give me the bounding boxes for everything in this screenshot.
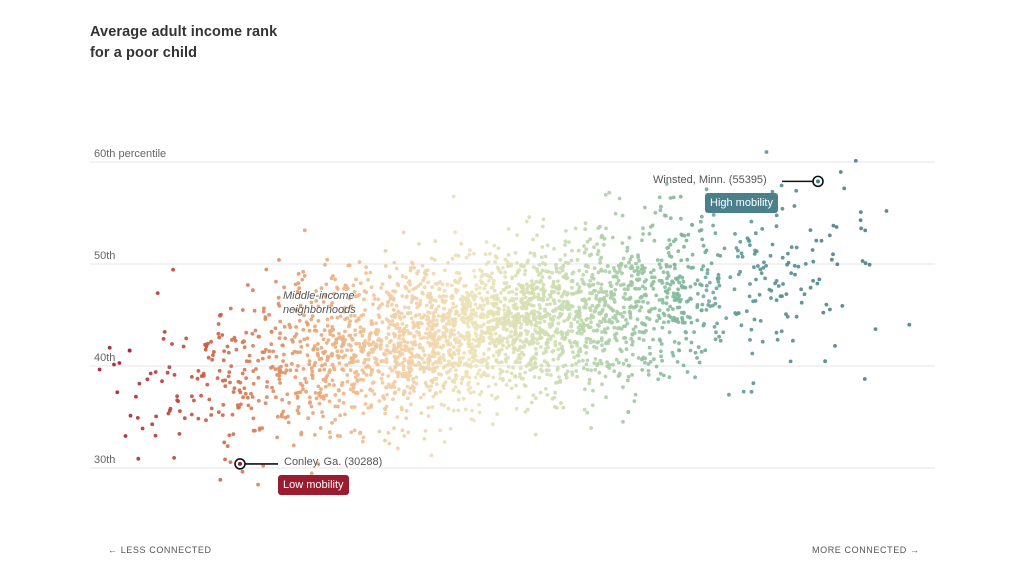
y-tick-30: 30th bbox=[94, 454, 116, 466]
conley-point bbox=[238, 461, 242, 466]
gridlines bbox=[90, 161, 935, 469]
conley-label: Conley, Ga. (30288) bbox=[284, 456, 383, 468]
low-mobility-badge: Low mobility bbox=[278, 475, 349, 495]
data-points bbox=[97, 150, 912, 487]
winsted-point bbox=[816, 179, 820, 184]
middle-income-line1: Middle-income bbox=[283, 290, 355, 302]
less-connected-label: ← LESS CONNECTED bbox=[108, 545, 212, 555]
winsted-label: Winsted, Minn. (55395) bbox=[653, 174, 767, 186]
y-tick-60: 60th percentile bbox=[94, 148, 167, 160]
chart-title-line1: Average adult income rank bbox=[90, 24, 278, 40]
y-tick-50: 50th bbox=[94, 250, 116, 262]
more-connected-label: MORE CONNECTED → bbox=[812, 545, 920, 555]
chart-title-line2: for a poor child bbox=[90, 45, 198, 61]
middle-income-note: Middle-income neighborhoods bbox=[283, 289, 356, 317]
y-tick-40: 40th bbox=[94, 352, 116, 364]
middle-income-line2: neighborhoods bbox=[283, 304, 356, 316]
high-mobility-badge: High mobility bbox=[705, 193, 778, 213]
chart-title: Average adult income rank for a poor chi… bbox=[90, 22, 277, 64]
highlight-markers bbox=[234, 175, 824, 470]
